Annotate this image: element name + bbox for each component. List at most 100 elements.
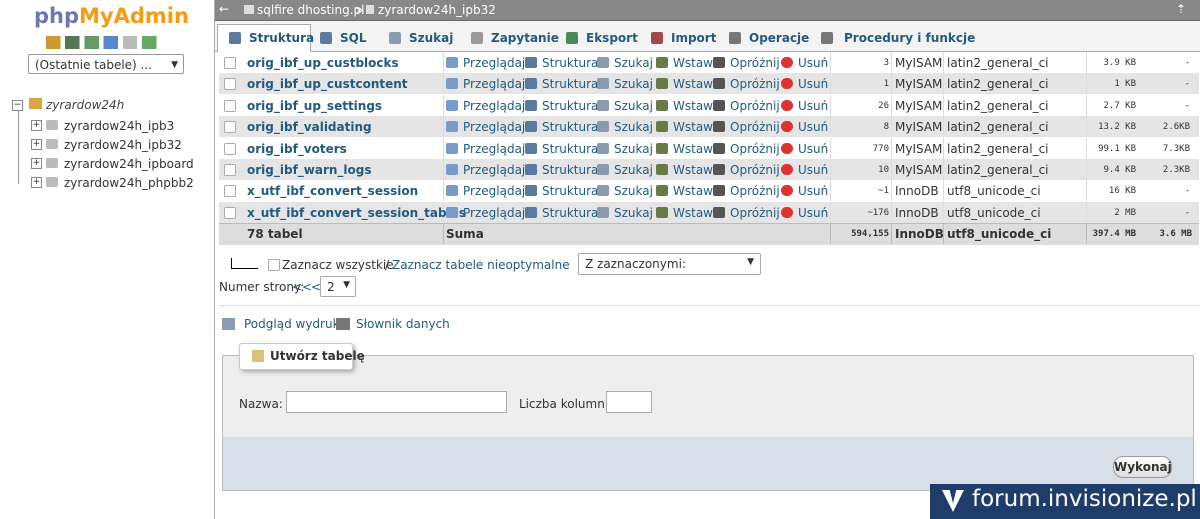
action[interactable]: Opróżnij	[730, 184, 780, 199]
tree-toggle[interactable]: −	[12, 100, 23, 111]
action[interactable]: Opróżnij	[730, 141, 780, 156]
action[interactable]: Usuń	[798, 120, 829, 135]
action[interactable]: Opróżnij	[730, 56, 780, 70]
action[interactable]: Wstaw	[673, 77, 713, 92]
action[interactable]: Usuń	[798, 184, 829, 199]
action[interactable]: Struktura	[542, 77, 599, 92]
row-checkbox[interactable]	[224, 57, 236, 69]
row-checkbox[interactable]	[224, 142, 236, 155]
check-overhead[interactable]: Zaznacz tabele nieoptymalne	[392, 258, 570, 272]
action[interactable]: Opróżnij	[730, 163, 780, 177]
table-name[interactable]: orig_ibf_up_custcontent	[247, 77, 408, 92]
tab[interactable]: Import	[671, 31, 717, 45]
action[interactable]: Szukaj	[614, 56, 653, 70]
tree-item[interactable]: zyrardow24h_ipb32	[64, 138, 182, 152]
row-checkbox[interactable]	[224, 78, 236, 91]
action[interactable]: Struktura	[542, 184, 599, 199]
row-checkbox[interactable]	[224, 121, 236, 134]
with-selected-select[interactable]: Z zaznaczonymi: ▼	[578, 253, 761, 275]
action[interactable]: Przeglądaj	[463, 163, 526, 177]
action[interactable]: Szukaj	[614, 77, 653, 92]
tree-root[interactable]: zyrardow24h	[46, 98, 125, 112]
action[interactable]: Opróżnij	[730, 77, 780, 92]
action[interactable]: Przeglądaj	[463, 184, 526, 199]
action[interactable]: Szukaj	[614, 98, 653, 113]
action[interactable]: Wstaw	[673, 141, 713, 156]
action[interactable]: Struktura	[542, 120, 599, 135]
tree-item[interactable]: zyrardow24h_ipb3	[64, 119, 175, 133]
tree-toggle[interactable]: +	[31, 139, 42, 150]
action[interactable]: Wstaw	[673, 205, 713, 220]
action[interactable]: Usuń	[798, 98, 829, 113]
action[interactable]: Przeglądaj	[463, 205, 526, 220]
action[interactable]: Przeglądaj	[463, 77, 526, 92]
table-name[interactable]: orig_ibf_warn_logs	[247, 163, 372, 177]
tree-toggle[interactable]: +	[31, 120, 42, 131]
tree-toggle[interactable]: +	[31, 158, 42, 169]
tree-item[interactable]: zyrardow24h_phpbb2	[64, 176, 194, 190]
row-checkbox[interactable]	[224, 164, 236, 176]
action[interactable]: Szukaj	[614, 120, 653, 135]
row-checkbox[interactable]	[224, 185, 236, 198]
table-name[interactable]: orig_ibf_up_custblocks	[247, 56, 399, 70]
page-prev[interactable]: <	[311, 280, 322, 294]
action[interactable]: Szukaj	[614, 163, 653, 177]
page-select[interactable]: 2 ▼	[320, 276, 356, 297]
check-all-box[interactable]	[268, 259, 280, 271]
name-input[interactable]	[286, 391, 507, 413]
breadcrumb-database[interactable]: zyrardow24h_ipb32	[378, 3, 496, 17]
action[interactable]: Wstaw	[673, 163, 713, 177]
action[interactable]: Usuń	[798, 141, 829, 156]
action[interactable]: Usuń	[798, 205, 829, 220]
action[interactable]: Usuń	[798, 77, 829, 92]
tab[interactable]: Procedury i funkcje	[844, 31, 976, 45]
action[interactable]: Struktura	[542, 163, 599, 177]
print-view[interactable]: Podgląd wydruku	[244, 317, 347, 331]
action[interactable]: Przeglądaj	[463, 120, 526, 135]
collapse-arrow[interactable]: ⇡	[1175, 2, 1186, 16]
action[interactable]: Usuń	[798, 56, 829, 70]
action[interactable]: Opróżnij	[730, 120, 780, 135]
action[interactable]: Szukaj	[614, 184, 653, 199]
tab[interactable]: Zapytanie	[491, 31, 559, 45]
action[interactable]: Struktura	[542, 56, 599, 70]
action[interactable]: Struktura	[542, 141, 599, 156]
action[interactable]: Usuń	[798, 163, 829, 177]
action[interactable]: Struktura	[542, 205, 599, 220]
table-name[interactable]: orig_ibf_voters	[247, 141, 347, 156]
action[interactable]: Szukaj	[614, 205, 653, 220]
tab[interactable]: Operacje	[749, 31, 810, 45]
tree-toggle[interactable]: +	[31, 177, 42, 188]
action[interactable]: Wstaw	[673, 98, 713, 113]
page-first[interactable]: <<	[292, 280, 313, 294]
check-all[interactable]: Zaznacz wszystkie	[282, 258, 394, 272]
action[interactable]: Wstaw	[673, 184, 713, 199]
tab[interactable]: SQL	[340, 31, 367, 45]
action[interactable]: Opróżnij	[730, 205, 780, 220]
action[interactable]: Struktura	[542, 98, 599, 113]
recent-tables-select[interactable]: (Ostatnie tabele) ... ▼	[28, 54, 184, 74]
logo[interactable]: phpMyAdmin	[34, 4, 189, 28]
columns-input[interactable]	[606, 391, 652, 413]
submit-button[interactable]: Wykonaj	[1113, 456, 1172, 478]
tab[interactable]: Struktura	[249, 31, 315, 45]
breadcrumb-server[interactable]: sqlfire dhosting.pl	[257, 3, 365, 17]
action[interactable]: Szukaj	[614, 141, 653, 156]
tree-item[interactable]: zyrardow24h_ipboard	[64, 157, 194, 171]
data-dictionary[interactable]: Słownik danych	[356, 317, 450, 331]
table-name[interactable]: x_utf_ibf_convert_session	[247, 184, 419, 199]
action[interactable]: Przeglądaj	[463, 98, 526, 113]
row-checkbox[interactable]	[224, 99, 236, 112]
row-checkbox[interactable]	[224, 206, 236, 219]
tab[interactable]: Eksport	[586, 31, 638, 45]
action[interactable]: Wstaw	[673, 56, 713, 70]
action[interactable]: Przeglądaj	[463, 56, 526, 70]
table-name[interactable]: x_utf_ibf_convert_session_tables	[247, 205, 466, 220]
action[interactable]: Opróżnij	[730, 98, 780, 113]
action[interactable]: Wstaw	[673, 120, 713, 135]
sidebar-icons[interactable]	[46, 36, 166, 49]
table-name[interactable]: orig_ibf_up_settings	[247, 98, 383, 113]
back-arrow[interactable]: ←	[219, 2, 230, 16]
table-name[interactable]: orig_ibf_validating	[247, 120, 372, 135]
tab[interactable]: Szukaj	[409, 31, 454, 45]
